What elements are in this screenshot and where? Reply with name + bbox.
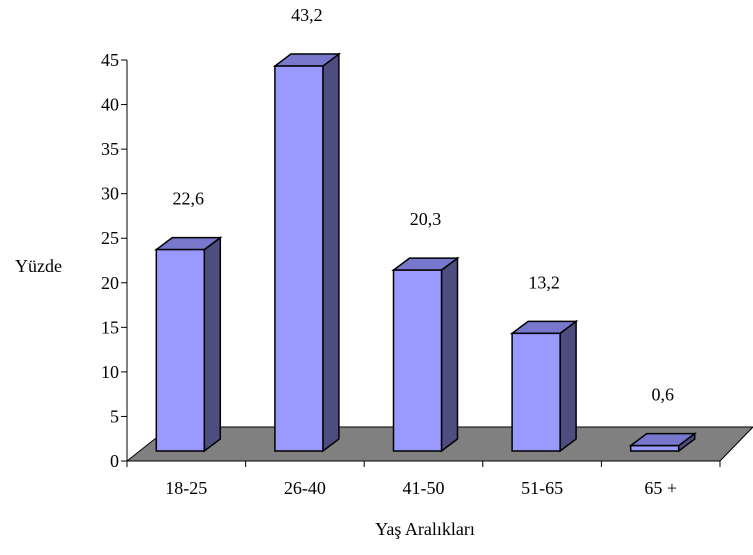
bar-front-face — [155, 248, 206, 452]
chart-data-labels: 18-25 22,6 26-40 43,2 41-50 20,3 51-65 13,2 65 +… — [165, 5, 677, 498]
bar-side-face — [440, 256, 459, 453]
bar — [628, 432, 697, 453]
data-label: 20,3 — [410, 209, 442, 229]
y-tick-label: 0 — [110, 451, 119, 471]
chart-bars — [154, 52, 697, 453]
y-tick-label: 5 — [110, 406, 119, 426]
bar — [272, 52, 342, 453]
y-tick-label: 40 — [101, 95, 119, 115]
data-label: 0,6 — [651, 385, 674, 405]
data-label: 22,6 — [173, 189, 205, 209]
data-label: 43,2 — [291, 5, 323, 25]
x-tick-label: 18-25 — [165, 478, 207, 498]
bar — [509, 319, 579, 453]
y-tick-label: 10 — [101, 362, 119, 382]
y-tick-label: 45 — [101, 50, 119, 70]
x-tick-label: 41-50 — [403, 478, 445, 498]
y-tick-label: 25 — [101, 228, 119, 248]
bar-side-face — [322, 52, 340, 453]
bar-front-face — [511, 332, 561, 452]
data-label: 13,2 — [528, 272, 560, 292]
bar-side-face — [559, 319, 577, 453]
bar — [154, 236, 223, 453]
y-axis-title: Yüzde — [15, 256, 62, 276]
bar-front-face — [274, 65, 324, 452]
x-tick-label: 65 + — [644, 478, 677, 498]
y-tick-label: 35 — [101, 139, 119, 159]
x-tick-label: 26-40 — [284, 478, 326, 498]
bar-front-face — [629, 444, 680, 452]
x-axis-title: Yaş Aralıkları — [375, 519, 475, 539]
y-tick-label: 30 — [101, 184, 119, 204]
y-tick-label: 15 — [101, 317, 119, 337]
x-tick-label: 51-65 — [521, 478, 563, 498]
bar-side-face — [203, 236, 222, 453]
y-tick-label: 20 — [101, 273, 119, 293]
bar — [391, 256, 460, 453]
chart-axes: 0 5 10 15 20 25 30 35 40 45 — [101, 50, 721, 471]
bar-front-face — [392, 269, 443, 452]
